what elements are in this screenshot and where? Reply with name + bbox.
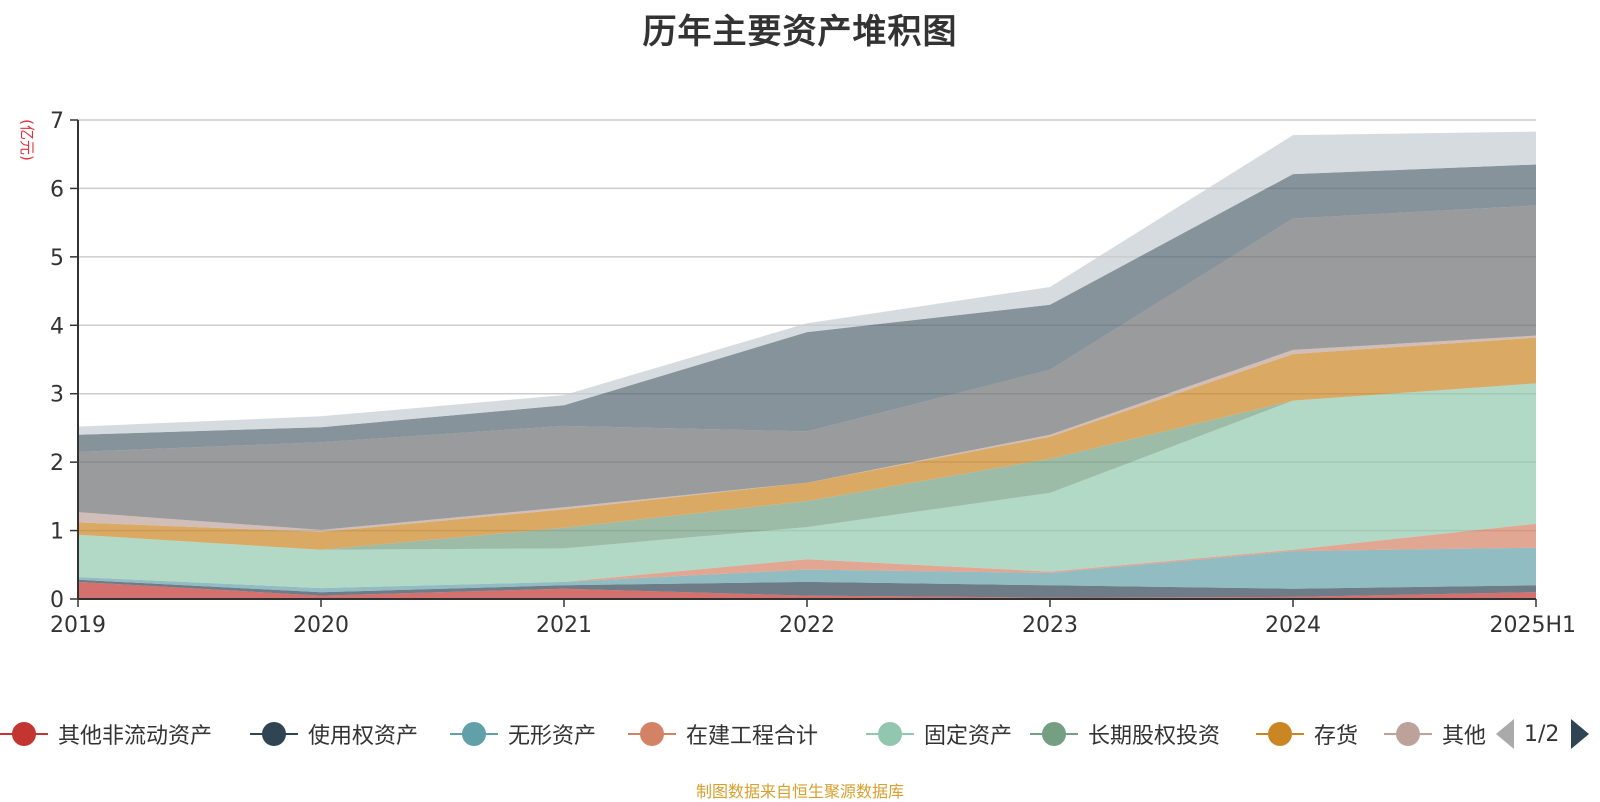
x-tick-label: 2020 <box>293 613 349 638</box>
legend-item[interactable]: 在建工程合计 <box>628 712 818 756</box>
axes: 0 1 2 3 4 5 6 7 2019 2020 2021 2022 2023 2024 2025H1 <box>50 109 1576 638</box>
legend-label: 其他 <box>1442 724 1487 749</box>
legend-swatch-icon <box>1256 721 1304 747</box>
y-tick-label: 6 <box>50 177 64 202</box>
x-tick-label: 2023 <box>1022 613 1078 638</box>
legend-pager: 1/2 <box>1496 712 1600 756</box>
area-series-1[interactable] <box>78 579 1536 598</box>
area-series-4[interactable] <box>78 383 1536 589</box>
area-series-6[interactable] <box>78 337 1536 550</box>
chart-plot: (亿元) 0 1 2 3 4 5 6 7 2019 2020 2021 2022 2023 2024 202… <box>18 109 1576 638</box>
y-axis-unit-label: (亿元) <box>18 119 36 161</box>
legend-item[interactable]: 长期股权投资 <box>1030 712 1220 756</box>
y-tick-label: 4 <box>50 314 64 339</box>
x-tick-label: 2025H1 <box>1489 613 1576 638</box>
y-tick-label: 7 <box>50 109 64 134</box>
legend-item[interactable]: 固定资产 <box>866 712 1012 756</box>
legend-label: 其他非流动资产 <box>58 724 213 749</box>
legend-label: 固定资产 <box>924 724 1013 749</box>
legend-swatch-icon <box>1030 721 1078 747</box>
legend-item[interactable]: 无形资产 <box>450 712 596 756</box>
area-series-9[interactable] <box>78 164 1536 452</box>
area-series-2[interactable] <box>78 547 1536 593</box>
legend-label: 在建工程合计 <box>686 724 819 749</box>
area-series-10[interactable] <box>78 131 1536 435</box>
y-tick-label: 2 <box>50 451 64 476</box>
legend-label: 使用权资产 <box>308 724 419 749</box>
legend-swatch-icon <box>250 721 298 747</box>
legend-item[interactable]: 使用权资产 <box>250 712 418 756</box>
legend-prev-page-icon[interactable] <box>1496 719 1514 749</box>
legend-swatch-icon <box>1384 721 1432 747</box>
legend-label: 无形资产 <box>508 724 597 749</box>
y-tick-label: 0 <box>50 588 64 613</box>
area-series-0[interactable] <box>78 581 1536 599</box>
x-tick-label: 2019 <box>50 613 106 638</box>
y-tick-label: 3 <box>50 383 64 408</box>
legend-swatch-icon <box>628 721 676 747</box>
area-series-layer <box>78 131 1536 599</box>
legend-swatch-icon <box>0 721 48 747</box>
area-series-8[interactable] <box>78 205 1536 530</box>
chart-title: 历年主要资产堆积图 <box>642 12 958 52</box>
y-tick-label: 5 <box>50 246 64 271</box>
data-source-footnote: 制图数据来自恒生聚源数据库 <box>695 782 904 801</box>
y-tick-label: 1 <box>50 520 64 545</box>
x-tick-label: 2021 <box>536 613 592 638</box>
legend-label: 存货 <box>1314 724 1359 749</box>
legend-item[interactable]: 其他 <box>1384 712 1486 756</box>
x-tick-label: 2024 <box>1265 613 1321 638</box>
legend-next-page-icon[interactable] <box>1571 719 1590 749</box>
legend: 其他非流动资产 使用权资产 无形资产 在建工程合计 固定资产 长期股权投资 存货 其他 <box>0 712 1600 756</box>
legend-label: 长期股权投资 <box>1088 724 1221 749</box>
legend-item[interactable]: 存货 <box>1256 712 1358 756</box>
area-series-5[interactable] <box>78 383 1536 550</box>
legend-item[interactable]: 其他非流动资产 <box>0 712 212 756</box>
legend-swatch-icon <box>866 721 914 747</box>
x-tick-label: 2022 <box>779 613 835 638</box>
legend-page-indicator: 1/2 <box>1524 721 1560 747</box>
legend-swatch-icon <box>450 721 498 747</box>
